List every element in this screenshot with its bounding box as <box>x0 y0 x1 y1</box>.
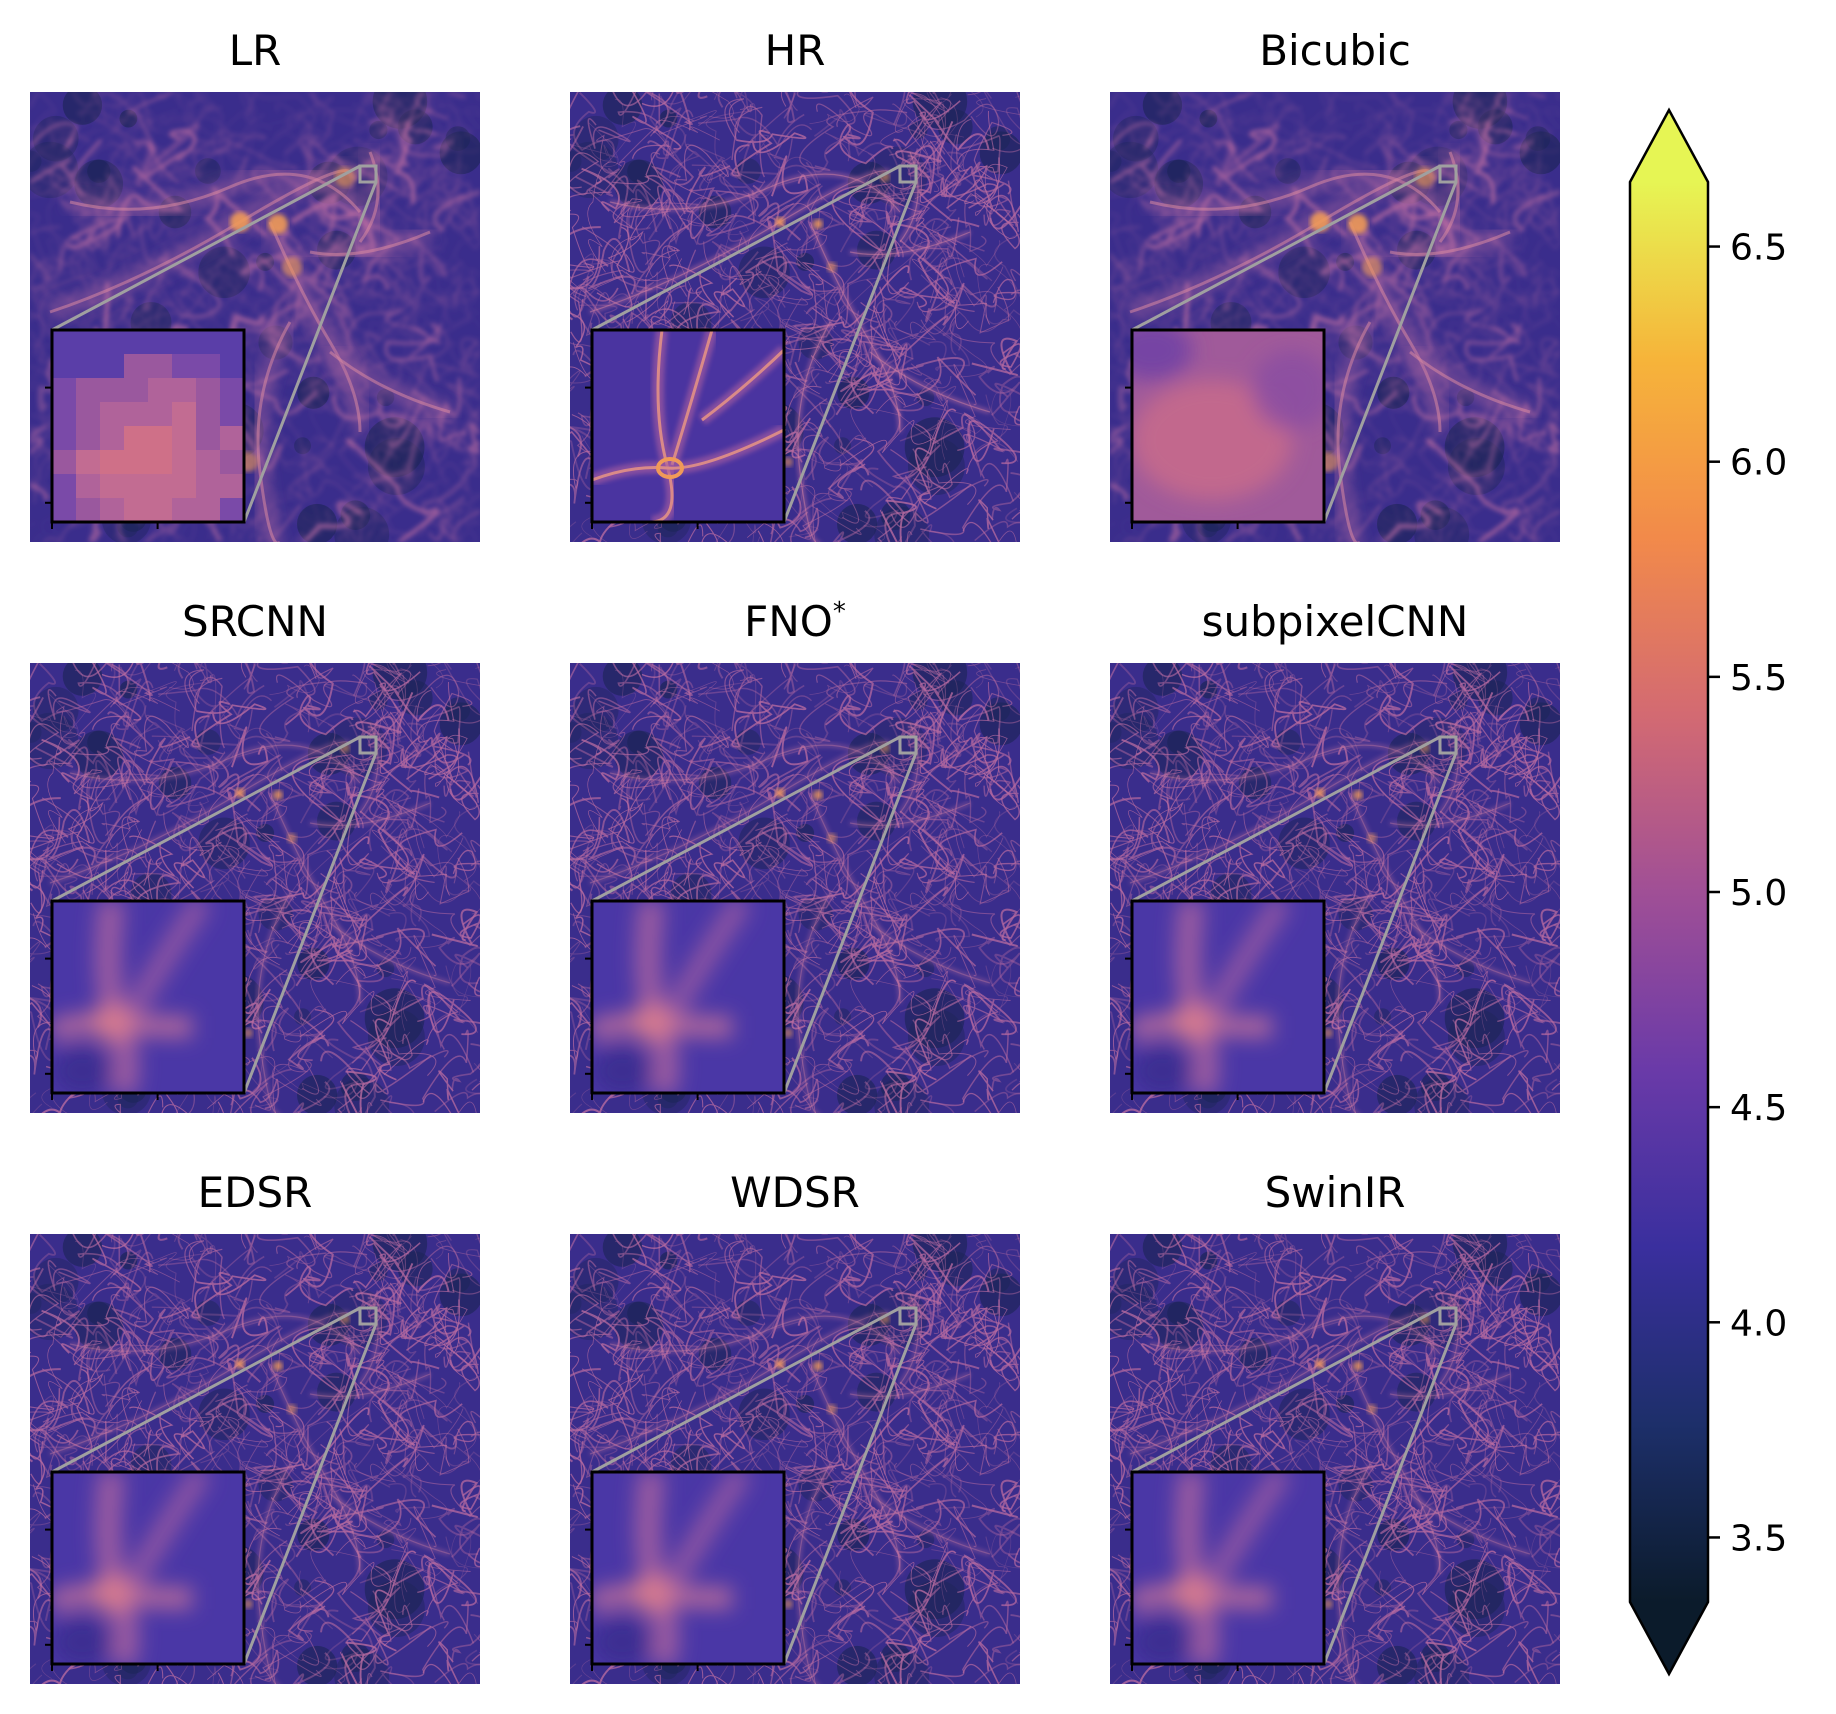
colorbar-extend-min <box>1630 1602 1708 1674</box>
panel-title-srcnn: SRCNN <box>182 597 328 646</box>
inset-srcnn <box>45 901 244 1100</box>
panel-title-swinir: SwinIR <box>1265 1168 1406 1217</box>
colorbar-tick-label: 5.0 <box>1730 873 1787 914</box>
inset-subpixelcnn <box>1125 901 1324 1100</box>
colorbar-tick-label: 4.0 <box>1730 1303 1787 1344</box>
panel-edsr: EDSR <box>30 1168 480 1685</box>
panel-title-fno: FNO* <box>744 597 846 646</box>
inset-wdsr <box>585 1472 784 1671</box>
panel-title-edsr: EDSR <box>198 1168 313 1217</box>
panel-subpixelcnn: subpixelCNN <box>1110 597 1560 1114</box>
panel-title-superscript: * <box>833 597 846 627</box>
inset-edsr <box>45 1472 244 1671</box>
colorbar-tick-label: 6.5 <box>1730 228 1787 269</box>
inset-lr <box>45 330 245 529</box>
panel-title-wdsr: WDSR <box>730 1168 860 1217</box>
colorbar-body <box>1630 110 1708 1674</box>
panel-wdsr: WDSR <box>570 1168 1020 1685</box>
colorbar: 3.5 4.0 4.5 5.0 5.5 6.0 6.5 <box>1630 110 1787 1674</box>
panel-title-subpixelcnn: subpixelCNN <box>1202 597 1469 646</box>
colorbar-tick-label: 5.5 <box>1730 658 1787 699</box>
colorbar-extend-max <box>1630 110 1708 182</box>
colorbar-tick-label: 4.5 <box>1730 1088 1787 1129</box>
inset-swinir <box>1125 1472 1324 1671</box>
panel-swinir: SwinIR <box>1110 1168 1560 1685</box>
inset-bicubic <box>1112 320 1332 529</box>
panel-bicubic: Bicubic <box>1110 26 1560 543</box>
panels: LR HR Bicubic SRCNN FNO* subpixelCNN EDSR WDSR S… <box>30 26 1560 1685</box>
inset-fno <box>585 901 784 1100</box>
panel-srcnn: SRCNN <box>30 597 480 1114</box>
inset-hr <box>585 330 784 529</box>
panel-title-hr: HR <box>765 26 826 75</box>
panel-lr: LR <box>30 26 480 543</box>
panel-title-bicubic: Bicubic <box>1259 26 1411 75</box>
panel-fno: FNO* <box>570 597 1020 1114</box>
colorbar-tick-label: 3.5 <box>1730 1518 1787 1559</box>
panel-title-lr: LR <box>229 26 282 75</box>
panel-hr: HR <box>570 26 1020 543</box>
colorbar-tick-label: 6.0 <box>1730 443 1787 484</box>
